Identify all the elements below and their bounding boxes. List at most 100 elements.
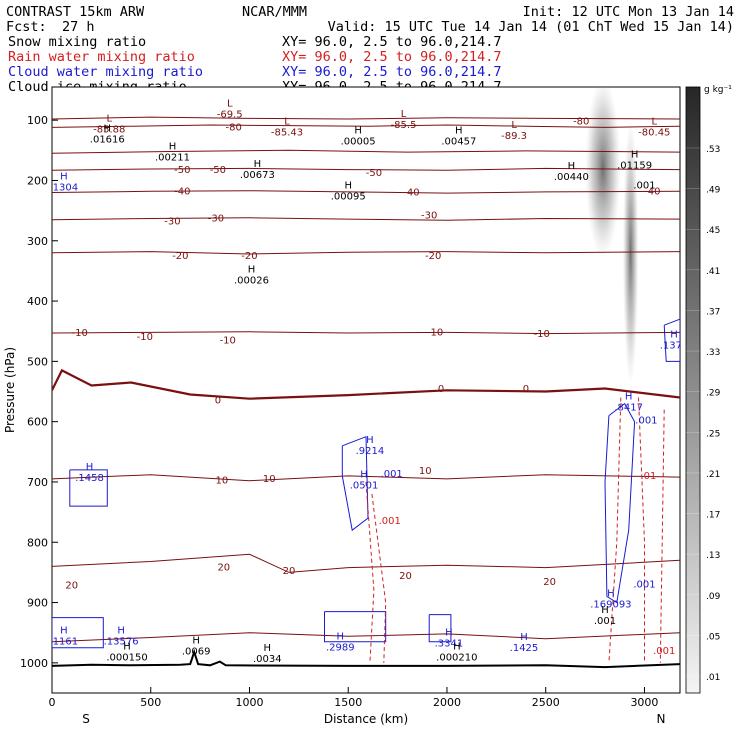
temp-contour-4 bbox=[52, 190, 680, 194]
fcst-value: 27 h bbox=[62, 19, 95, 35]
extremum-value-2: -85.43 bbox=[271, 127, 303, 138]
temp-label-9-2: 10 bbox=[419, 466, 432, 477]
temp-label-6-0: -20 bbox=[172, 251, 188, 262]
rain-contour-4 bbox=[659, 409, 665, 663]
extremum-value-4: -89.3 bbox=[501, 131, 527, 142]
temp-label-8-1: 0 bbox=[438, 384, 444, 395]
extremum-marker-3: L bbox=[401, 109, 407, 120]
y-tick-label-4: 500 bbox=[27, 355, 48, 368]
model-title: CONTRAST 15km ARW bbox=[6, 4, 145, 20]
extremum-value-7: .00211 bbox=[155, 153, 190, 164]
fcst-label: Fcst: bbox=[6, 19, 47, 35]
extremum-value-19: .1372 bbox=[660, 340, 689, 351]
temp-label-4-1: -40 bbox=[403, 188, 419, 199]
y-tick-label-0: 100 bbox=[27, 114, 48, 127]
extremum-value-15: .1304 bbox=[50, 182, 79, 193]
extremum-value-0: -69.5 bbox=[217, 109, 243, 120]
x-axis-title: Distance (km) bbox=[324, 712, 408, 726]
field-xy-0: XY= 96.0, 2.5 to 96.0,214.7 bbox=[282, 34, 501, 50]
temp-label-7-2: -10 bbox=[220, 335, 236, 346]
rain-contour-2 bbox=[608, 397, 622, 663]
extremum-value-29: .1425 bbox=[510, 643, 539, 654]
extremum-value-13: .00095 bbox=[331, 191, 366, 202]
extremum-marker-8: H bbox=[254, 159, 262, 170]
temp-contour-2 bbox=[52, 149, 680, 154]
contour-small-label-2: .001 bbox=[635, 415, 657, 426]
rain-contour-3 bbox=[638, 397, 645, 663]
colorbar-label-8: .33 bbox=[706, 348, 720, 358]
extremum-marker-28: H bbox=[453, 642, 461, 653]
cloud-water-contour-2 bbox=[604, 402, 636, 604]
colorbar-label-3: .13 bbox=[706, 551, 720, 561]
colorbar: g kg⁻¹ .01 .05 .09 .13 .17 .21 .25 .29 .33 .37 .41… bbox=[685, 85, 732, 694]
extremum-value-22: .13576 bbox=[104, 636, 139, 647]
contour-small-label-4: .001 bbox=[633, 579, 655, 590]
temp-contour-5 bbox=[52, 217, 680, 221]
temp-label-3-0: -50 bbox=[174, 165, 190, 176]
colorbar-label-0: .01 bbox=[706, 673, 720, 683]
y-tick-label-7: 800 bbox=[27, 536, 48, 549]
terrain-line bbox=[52, 648, 680, 669]
extremum-value-3: -85.5 bbox=[391, 120, 417, 131]
field-name-2: Cloud water mixing ratio bbox=[8, 64, 203, 80]
extremum-value-9: .00005 bbox=[341, 136, 376, 147]
extremum-marker-5: L bbox=[652, 116, 658, 127]
y-tick-label-8: 900 bbox=[27, 597, 48, 610]
extremum-marker-6: H bbox=[104, 124, 112, 135]
temp-label-6-1: -20 bbox=[241, 251, 257, 262]
temp-contour-3 bbox=[52, 167, 680, 171]
temp-label-0-1: -80 bbox=[573, 116, 589, 127]
extremum-marker-0: L bbox=[227, 98, 233, 109]
init-time: Init: 12 UTC Mon 13 Jan 14 bbox=[523, 4, 734, 20]
temp-contour-9 bbox=[52, 474, 680, 482]
colorbar-label-10: .41 bbox=[706, 267, 720, 277]
temp-label-7-4: -10 bbox=[534, 329, 550, 340]
rain-contour-1 bbox=[371, 493, 387, 663]
extremum-marker-1: L bbox=[106, 113, 112, 124]
extremum-marker-10: H bbox=[455, 125, 463, 136]
extremum-marker-13: H bbox=[344, 180, 352, 191]
x-tick-label-3: 1500 bbox=[334, 696, 362, 709]
contour-small-label-6: .001 bbox=[633, 180, 655, 191]
extremum-marker-16: H bbox=[86, 462, 94, 473]
extremum-value-25: .0034 bbox=[253, 654, 282, 665]
extremum-marker-21: H bbox=[60, 625, 68, 636]
temp-label-7-1: -10 bbox=[137, 332, 153, 343]
extremum-marker-11: H bbox=[631, 150, 639, 161]
valid-time: Valid: 15 UTC Tue 14 Jan 14 (01 ChT Wed … bbox=[328, 19, 734, 35]
extremum-marker-17: H bbox=[366, 435, 374, 446]
extremum-value-5: -80.45 bbox=[638, 127, 670, 138]
ice-shade-0 bbox=[585, 87, 621, 259]
extremum-marker-19: H bbox=[670, 329, 678, 340]
extremum-value-27: .3341 bbox=[435, 639, 464, 650]
cloud-water-contour-4 bbox=[52, 617, 104, 649]
colorbar-label-2: .09 bbox=[706, 592, 721, 602]
colorbar-label-13: .53 bbox=[706, 145, 720, 155]
contour-small-label-0: .001 bbox=[381, 469, 403, 480]
temp-label-4-0: -40 bbox=[174, 186, 190, 197]
y-tick-label-9: 1000 bbox=[20, 657, 48, 670]
contour-small-label-3: .01 bbox=[640, 471, 656, 482]
extremum-marker-7: H bbox=[169, 142, 177, 153]
y-tick-label-2: 300 bbox=[27, 235, 48, 248]
temp-label-7-0: -10 bbox=[71, 328, 87, 339]
x-tick-label-6: 3000 bbox=[630, 696, 658, 709]
temp-label-10-1: 20 bbox=[217, 563, 230, 574]
temp-label-9-1: 10 bbox=[263, 474, 276, 485]
temp-contour-1 bbox=[52, 116, 680, 120]
colorbar-label-12: .49 bbox=[706, 186, 721, 196]
extremum-value-11: .01159 bbox=[617, 161, 652, 172]
temp-label-10-3: 20 bbox=[399, 571, 412, 582]
axes: 0 500 1000 1500 2000 2500 30001002003004005006… bbox=[3, 114, 665, 726]
temp-contour-0 bbox=[52, 124, 680, 128]
x-tick-label-1: 500 bbox=[140, 696, 161, 709]
cloud-water-contour-1 bbox=[341, 435, 369, 532]
colorbar-label-7: .29 bbox=[706, 389, 721, 399]
extremum-marker-25: H bbox=[263, 643, 271, 654]
temp-contour-7 bbox=[52, 331, 680, 335]
temp-label-8-0: 0 bbox=[215, 396, 221, 407]
cloud-water-contour-3 bbox=[663, 318, 680, 362]
temp-label-7-3: -10 bbox=[427, 327, 443, 338]
temp-contour-8 bbox=[52, 368, 680, 400]
